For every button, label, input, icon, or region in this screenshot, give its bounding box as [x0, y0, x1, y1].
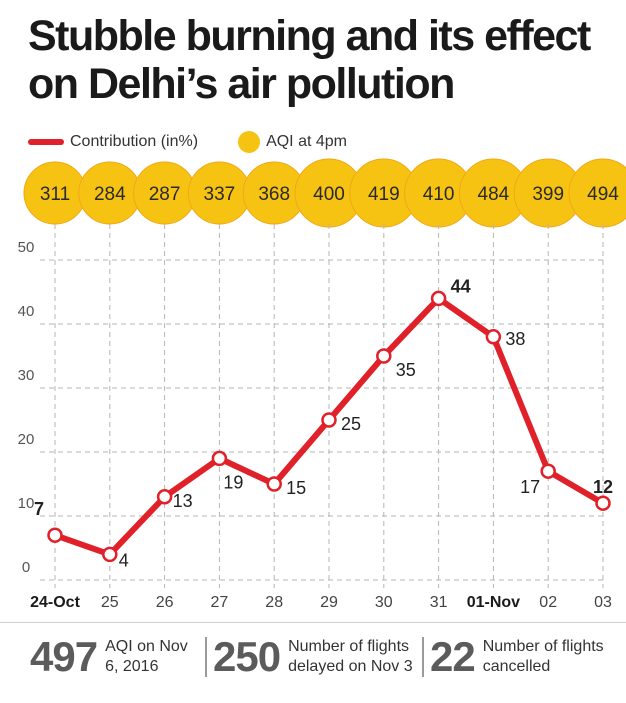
stat-value: 22	[430, 633, 476, 680]
contribution-point	[266, 476, 282, 492]
stat-aqi-2016: 497 AQI on Nov 6, 2016	[30, 633, 195, 681]
data-label: 12	[593, 477, 613, 497]
y-tick-label: 40	[18, 303, 35, 320]
legend: Contribution (in%) AQI at 4pm	[28, 130, 347, 154]
aqi-value-label: 400	[313, 184, 345, 205]
stat-text: AQI on Nov 6, 2016	[105, 638, 188, 675]
legend-line-swatch	[28, 139, 64, 145]
contribution-point	[47, 527, 63, 543]
data-label: 19	[223, 472, 243, 492]
data-label: 7	[34, 499, 44, 519]
y-tick-label: 20	[18, 431, 35, 448]
x-tick-label: 27	[211, 594, 229, 611]
x-tick-label: 25	[101, 594, 119, 611]
contribution-point	[376, 348, 392, 364]
data-label: 35	[396, 360, 416, 380]
stat-separator	[205, 637, 207, 677]
line-chart: 311 284 287 337 368 400 419 410 484 399 4940102030…	[18, 158, 626, 611]
contribution-point	[485, 329, 502, 345]
aqi-value-label: 484	[478, 184, 510, 205]
stat-value: 497	[30, 633, 98, 680]
x-tick-label: 01-Nov	[467, 594, 520, 611]
aqi-value-label: 311	[40, 184, 70, 205]
aqi-value-label: 410	[423, 184, 455, 205]
y-tick-label: 0	[22, 559, 30, 576]
data-label: 4	[119, 550, 129, 570]
x-tick-label: 26	[156, 594, 174, 611]
data-label: 44	[451, 276, 471, 296]
data-label: 15	[286, 478, 306, 498]
y-tick-label: 30	[18, 367, 35, 384]
x-tick-label: 03	[594, 594, 612, 611]
stat-separator	[422, 637, 424, 677]
legend-line-label: Contribution (in%)	[70, 133, 199, 150]
x-tick-label: 24-Oct	[30, 594, 80, 611]
stat-text: Number of flights cancelled	[482, 638, 604, 675]
aqi-value-label: 399	[532, 184, 564, 205]
legend-dot-label: AQI at 4pm	[266, 133, 347, 150]
data-label: 17	[520, 477, 540, 497]
stat-text: Number of flights delayed on Nov 3	[288, 638, 413, 675]
aqi-value-label: 419	[368, 184, 400, 205]
aqi-value-label: 494	[587, 184, 619, 205]
x-tick-label: 31	[430, 594, 448, 611]
data-label: 13	[173, 491, 193, 511]
contribution-point	[211, 450, 228, 467]
x-tick-label: 28	[265, 594, 283, 611]
x-tick-label: 02	[539, 594, 557, 611]
aqi-value-label: 337	[204, 184, 236, 205]
x-tick-label: 30	[375, 594, 393, 611]
contribution-point	[321, 412, 337, 428]
legend-dot-swatch	[238, 131, 261, 153]
contribution-point	[430, 290, 447, 307]
data-label: 25	[341, 414, 361, 434]
contribution-point	[595, 495, 611, 511]
contribution-point	[102, 546, 118, 563]
stat-value: 250	[213, 633, 281, 680]
contribution-point	[156, 489, 173, 505]
y-tick-label: 10	[18, 495, 35, 512]
aqi-value-label: 368	[258, 184, 290, 205]
x-tick-label: 29	[320, 594, 338, 611]
y-tick-label: 50	[18, 239, 35, 256]
aqi-value-label: 287	[149, 184, 181, 205]
chart-title: Stubble burning and its effect on Delhi’…	[28, 12, 591, 108]
stat-flights-delayed: 250 Number of flights delayed on Nov 3	[213, 633, 423, 681]
aqi-value-label: 284	[94, 184, 126, 205]
stat-flights-cancelled: 22 Number of flights cancelled	[430, 633, 608, 681]
data-label: 38	[505, 329, 525, 349]
stats-bar: 497 AQI on Nov 6, 2016 250 Number of fli…	[0, 622, 626, 693]
contribution-point	[540, 463, 556, 479]
